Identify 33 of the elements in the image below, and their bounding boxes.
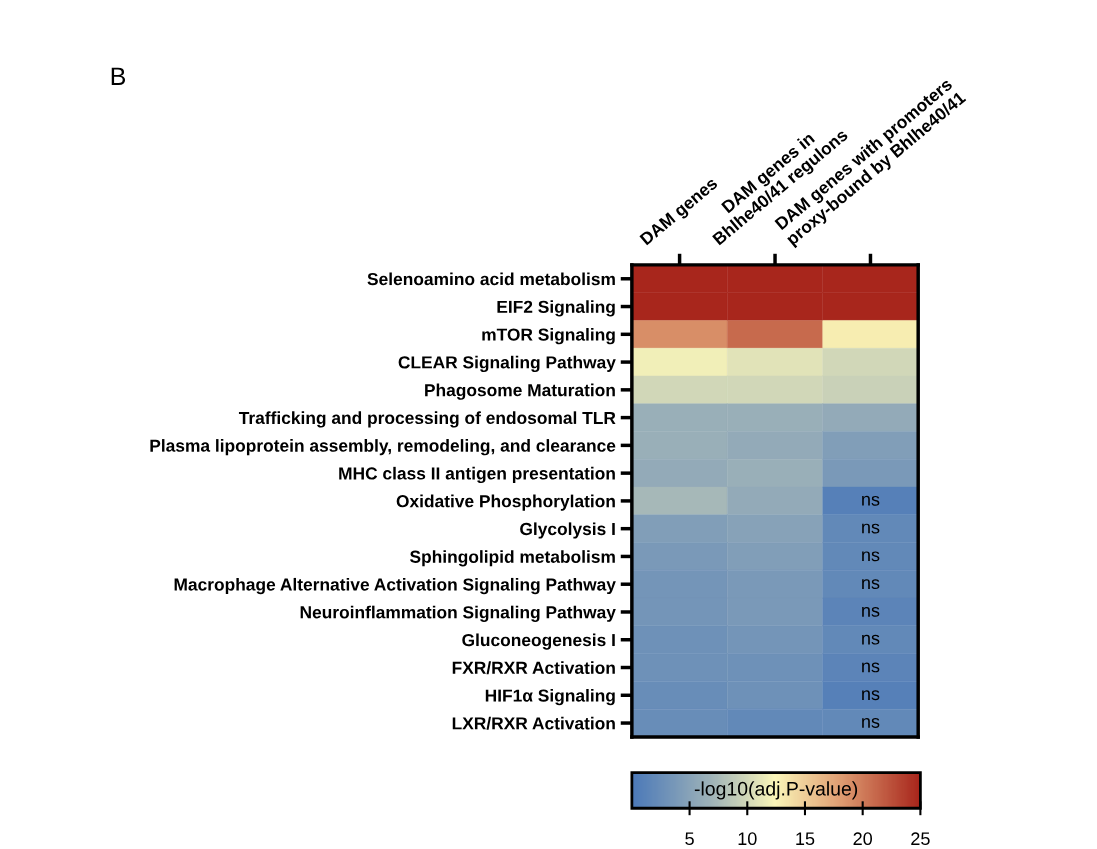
color-bar-label: 20: [853, 832, 873, 846]
data-label: ns: [862, 634, 880, 645]
y-tick-label: Glycolysis I: [520, 522, 615, 539]
color-bar-label: 25: [911, 832, 930, 846]
color-bar-label: 5: [685, 832, 694, 846]
y-tick-label: LXR/RXR Activation: [452, 716, 615, 730]
data-label: ns: [862, 579, 880, 590]
color-bar-label: 15: [796, 832, 815, 846]
data-label: ns: [862, 523, 880, 534]
data-label: ns: [862, 551, 880, 562]
y-tick-label: mTOR Signaling: [482, 328, 615, 345]
y-tick-label: Sphingolipid metabolism: [410, 550, 615, 567]
y-tick-label: Macrophage Alternative Activation Signaling Pathway: [174, 577, 616, 595]
y-tick-label: Neuroinflammation Signaling Pathway: [300, 605, 616, 622]
data-label: ns: [862, 718, 880, 728]
data-label: ns: [862, 495, 880, 506]
y-tick-label: EIF2 Signaling: [497, 300, 615, 317]
y-tick-label: FXR/RXR Activation: [452, 661, 615, 675]
y-tick-label: Oxidative Phosphorylation: [396, 494, 615, 511]
data-label: ns: [862, 606, 880, 617]
data-label: ns: [862, 690, 880, 701]
y-tick-label: Plasma lipoprotein assembly, remodeling, and clearance: [150, 439, 616, 456]
text: B: [111, 67, 126, 85]
y-tick-label: Selenoamino acid metabolism: [367, 272, 615, 286]
data-label: ns: [862, 662, 880, 673]
y-tick-label: Trafficking and processing of endosomal TLR: [238, 411, 616, 428]
y-tick-label: CLEAR Signaling Pathway: [398, 355, 616, 373]
color-bar-label: 10: [738, 832, 757, 846]
y-tick-label: MHC class II antigen presentation: [339, 466, 615, 484]
y-tick-label: Phagosome Maturation: [425, 383, 615, 400]
y-tick-label: Gluconeogenesis I: [462, 633, 615, 650]
color-bar-title: -log10(adj.P-value): [694, 781, 858, 800]
y-tick-label: HIF1α Signaling: [485, 688, 615, 706]
